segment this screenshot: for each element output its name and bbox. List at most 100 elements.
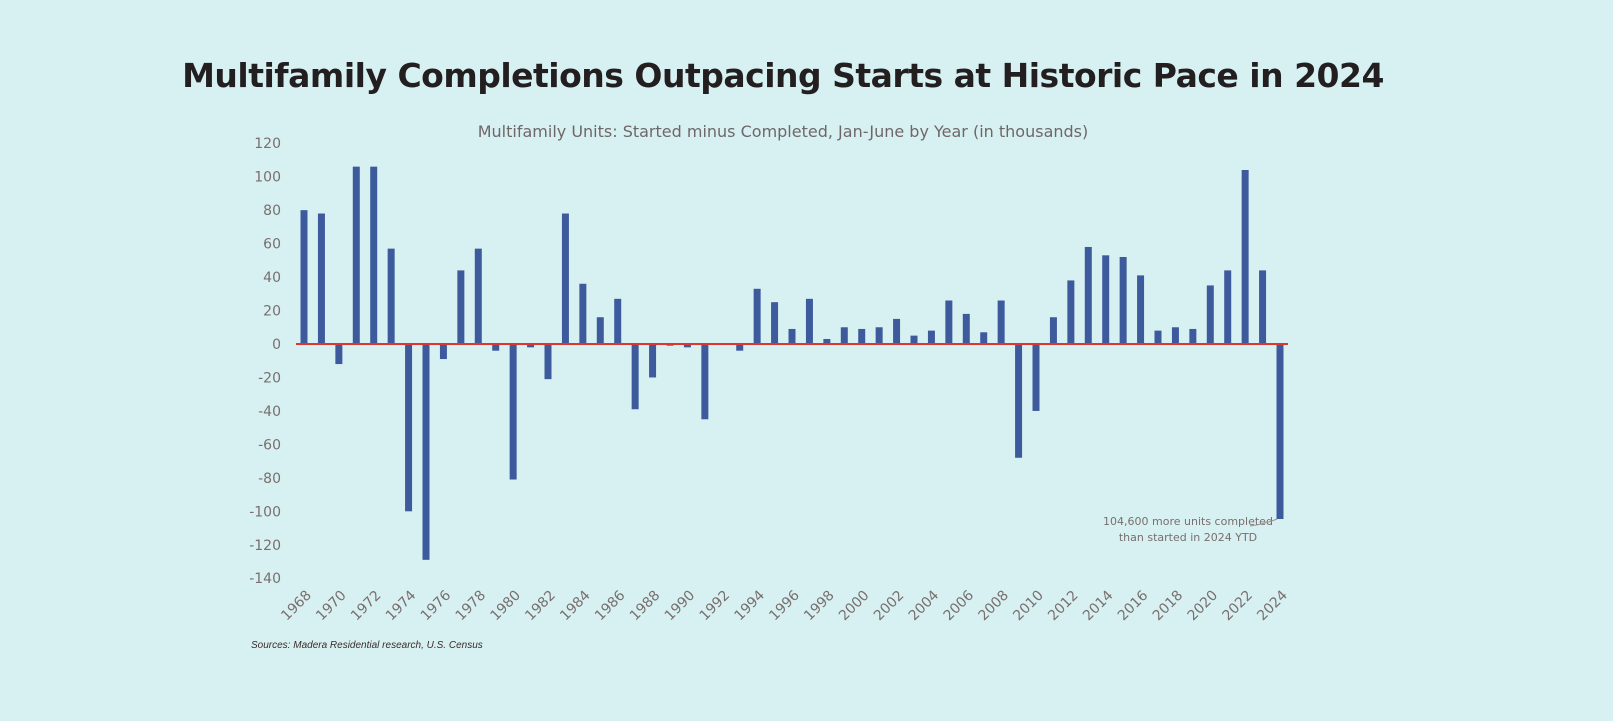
- x-tick-label: 2018: [1150, 588, 1187, 625]
- source-note: Sources: Madera Residential research, U.…: [251, 640, 483, 651]
- bar-1991: [701, 344, 709, 420]
- bar-2015: [1119, 257, 1127, 344]
- bar-2002: [893, 318, 901, 344]
- bar-1983: [561, 213, 569, 344]
- bar-1999: [840, 327, 848, 344]
- bar-1972: [370, 166, 378, 344]
- x-tick-label: 1974: [383, 587, 420, 624]
- x-tick-label: 2000: [836, 588, 873, 625]
- bar-2006: [962, 313, 970, 344]
- chart-subtitle: Multifamily Units: Started minus Complet…: [477, 122, 1089, 141]
- bar-1978: [474, 248, 482, 344]
- bar-2003: [910, 335, 918, 344]
- x-tick-label: 2010: [1010, 588, 1047, 625]
- bar-2021: [1224, 270, 1232, 344]
- x-tick-label: 1972: [348, 588, 385, 625]
- bar-2019: [1189, 328, 1197, 344]
- y-tick-label: 60: [263, 237, 281, 253]
- bar-1982: [544, 344, 552, 380]
- bar-1980: [509, 344, 517, 480]
- bar-1996: [788, 328, 796, 344]
- bar-2007: [980, 332, 988, 344]
- bar-1985: [596, 317, 604, 344]
- x-tick-label: 2006: [941, 587, 978, 624]
- bar-1968: [300, 210, 308, 344]
- x-tick-label: 1984: [557, 587, 594, 624]
- annotation-line-1: 104,600 more units completed: [1103, 515, 1273, 528]
- y-tick-label: 20: [263, 304, 281, 320]
- bar-1984: [579, 283, 587, 344]
- bar-2009: [1015, 344, 1023, 458]
- bar-1994: [753, 288, 761, 344]
- x-tick-label: 1968: [278, 588, 315, 625]
- x-tick-label: 1980: [487, 588, 524, 625]
- y-tick-label: -60: [258, 437, 281, 453]
- bar-2024: [1276, 344, 1284, 520]
- x-tick-label: 1978: [453, 588, 490, 625]
- y-tick-label: 0: [272, 337, 281, 353]
- bar-2018: [1171, 327, 1179, 344]
- bar-1971: [352, 166, 360, 344]
- x-tick-label: 1996: [766, 587, 803, 624]
- bar-1977: [457, 270, 465, 344]
- x-tick-label: 2022: [1219, 588, 1256, 625]
- bar-2010: [1032, 344, 1040, 411]
- x-tick-label: 1986: [592, 587, 629, 624]
- bar-1998: [823, 338, 831, 344]
- x-tick-label: 1998: [801, 588, 838, 625]
- bar-2016: [1137, 275, 1145, 344]
- bar-2017: [1154, 330, 1162, 344]
- y-tick-label: -100: [249, 504, 281, 520]
- bar-1969: [317, 213, 325, 344]
- x-tick-label: 1970: [313, 588, 350, 625]
- bar-1970: [335, 344, 343, 365]
- x-tick-label: 2020: [1185, 588, 1222, 625]
- bar-1981: [527, 344, 535, 348]
- x-tick-label: 2012: [1045, 588, 1082, 625]
- bar-1993: [736, 344, 744, 351]
- bar-2004: [927, 330, 935, 344]
- x-tick-label: 1982: [522, 588, 559, 625]
- bar-2020: [1206, 285, 1214, 344]
- bar-1973: [387, 248, 395, 344]
- x-tick-label: 2014: [1080, 587, 1117, 624]
- annotation-leader: [1249, 518, 1278, 527]
- bar-1997: [805, 298, 813, 344]
- bar-1988: [649, 344, 657, 378]
- chart-title: Multifamily Completions Outpacing Starts…: [182, 56, 1384, 95]
- x-tick-label: 1994: [731, 587, 768, 624]
- y-tick-label: -140: [249, 571, 281, 587]
- x-tick-label: 2016: [1115, 587, 1152, 624]
- bar-2023: [1259, 270, 1267, 344]
- x-tick-label: 1976: [418, 587, 455, 624]
- bar-2022: [1241, 170, 1249, 344]
- x-tick-label: 2004: [906, 587, 943, 624]
- bar-1995: [771, 302, 779, 344]
- bar-2011: [1049, 317, 1057, 344]
- bar-2008: [997, 300, 1005, 344]
- x-tick-label: 1988: [627, 588, 664, 625]
- x-tick-label: 1990: [662, 588, 699, 625]
- x-tick-label: 2024: [1254, 587, 1291, 624]
- bar-1990: [683, 344, 691, 348]
- x-tick-label: 1992: [697, 588, 734, 625]
- bar-2012: [1067, 280, 1075, 344]
- bar-1975: [422, 344, 430, 560]
- y-tick-label: -80: [258, 471, 281, 487]
- y-tick-label: 120: [254, 136, 281, 152]
- bar-1986: [614, 298, 622, 344]
- bar-2005: [945, 300, 953, 344]
- x-tick-label: 2008: [975, 588, 1012, 625]
- y-tick-label: -20: [258, 370, 281, 386]
- bar-2000: [858, 328, 866, 344]
- bar-1974: [405, 344, 413, 512]
- y-tick-label: 80: [263, 203, 281, 219]
- annotation-line-2: than started in 2024 YTD: [1119, 531, 1257, 544]
- y-tick-label: -40: [258, 404, 281, 420]
- y-tick-label: 100: [254, 170, 281, 186]
- y-tick-label: -120: [249, 538, 281, 554]
- bar-2013: [1084, 246, 1092, 344]
- x-tick-label: 2002: [871, 588, 908, 625]
- bar-1976: [439, 344, 447, 360]
